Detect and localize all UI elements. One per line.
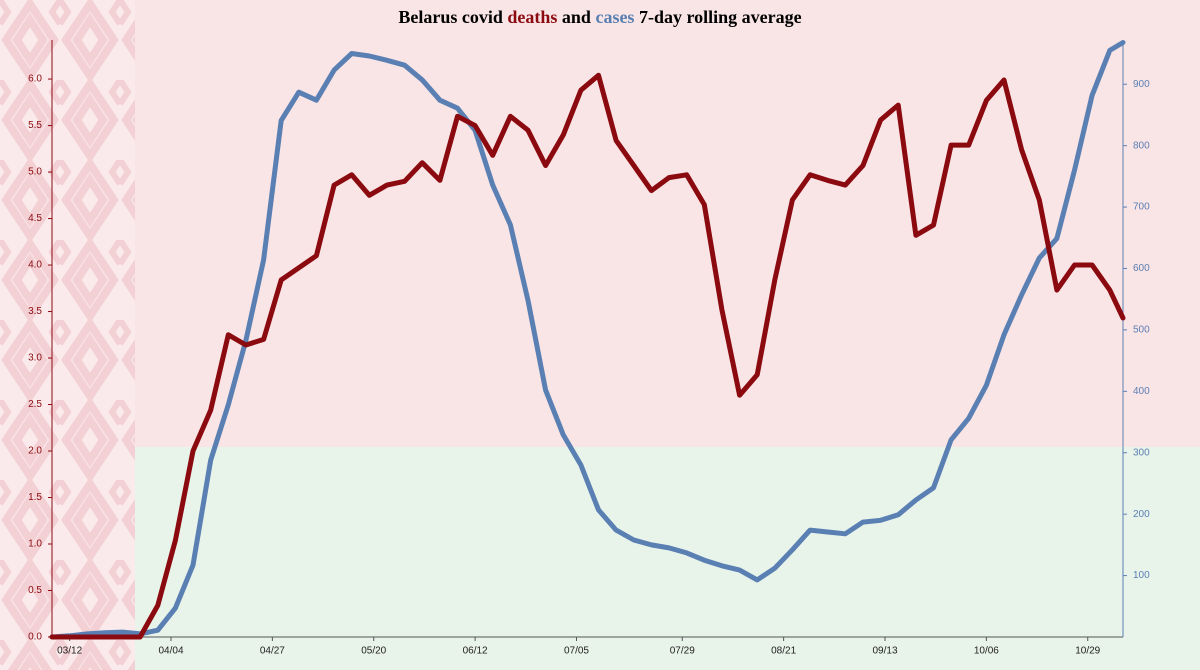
x-tick-label: 10/29 xyxy=(1075,646,1100,657)
title-deaths: deaths xyxy=(507,7,557,27)
x-tick-label: 05/20 xyxy=(361,646,386,657)
y-tick-label: 3.0 xyxy=(28,353,42,364)
title-suffix: 7-day rolling average xyxy=(639,7,802,27)
x-tick-label: 07/05 xyxy=(564,646,589,657)
y-tick-label: 4.0 xyxy=(28,260,42,271)
y-tick-label: 4.5 xyxy=(28,213,42,224)
y-tick-label: 1.0 xyxy=(28,539,42,550)
y-tick-label: 0.0 xyxy=(28,632,42,643)
x-tick-label: 08/21 xyxy=(771,646,796,657)
x-tick-label: 06/12 xyxy=(463,646,488,657)
y-tick-label: 1.5 xyxy=(28,492,42,503)
y-tick-label: 3.5 xyxy=(28,306,42,317)
y2-tick-label: 500 xyxy=(1133,325,1150,336)
x-tick-label: 04/04 xyxy=(158,646,183,657)
x-tick-label: 09/13 xyxy=(872,646,897,657)
series-line xyxy=(49,72,1126,640)
y-tick-label: 2.5 xyxy=(28,399,42,410)
y-tick-label: 6.0 xyxy=(28,74,42,85)
title-prefix: Belarus covid xyxy=(398,7,503,27)
x-tick-label: 07/29 xyxy=(670,646,695,657)
x-tick-label: 03/12 xyxy=(57,646,82,657)
flag-ornament xyxy=(0,0,135,670)
series-line xyxy=(49,40,1126,640)
y-tick-label: 0.5 xyxy=(28,585,42,596)
y2-tick-label: 600 xyxy=(1133,263,1150,274)
flag-red-band xyxy=(135,0,1200,447)
flag-green-band xyxy=(135,447,1200,670)
y2-tick-label: 700 xyxy=(1133,202,1150,213)
title-joiner: and xyxy=(562,7,591,27)
y2-tick-label: 100 xyxy=(1133,570,1150,581)
x-tick-label: 04/27 xyxy=(260,646,285,657)
x-tick-label: 10/06 xyxy=(974,646,999,657)
y2-tick-label: 400 xyxy=(1133,386,1150,397)
y2-tick-label: 200 xyxy=(1133,509,1150,520)
chart-title: Belarus covid deaths and cases 7-day rol… xyxy=(398,7,801,27)
y-tick-label: 5.0 xyxy=(28,167,42,178)
y2-tick-label: 900 xyxy=(1133,79,1150,90)
y-tick-label: 2.0 xyxy=(28,446,42,457)
title-cases: cases xyxy=(595,7,634,27)
y-tick-label: 5.5 xyxy=(28,120,42,131)
y2-tick-label: 800 xyxy=(1133,140,1150,151)
y2-tick-label: 300 xyxy=(1133,447,1150,458)
